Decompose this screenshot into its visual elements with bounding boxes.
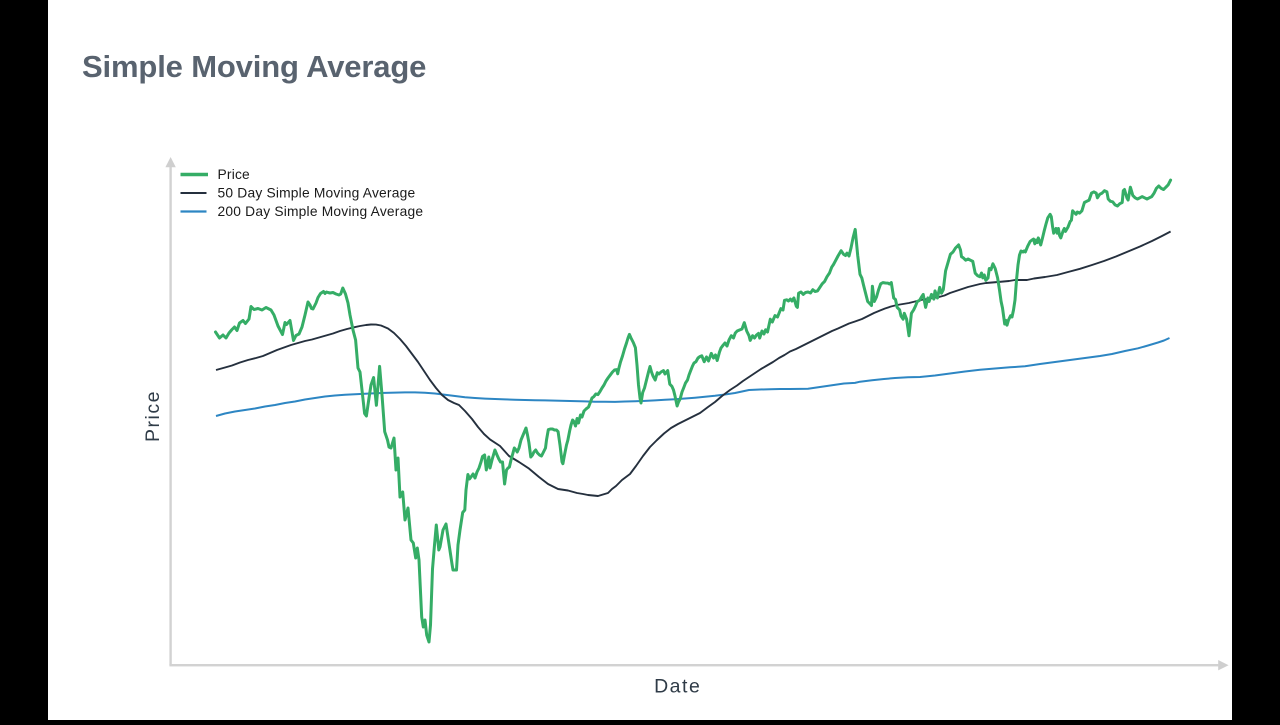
svg-text:Simple Moving Average: Simple Moving Average bbox=[82, 49, 426, 84]
svg-text:200 Day Simple Moving Average: 200 Day Simple Moving Average bbox=[218, 204, 424, 219]
svg-text:Date: Date bbox=[654, 676, 701, 698]
svg-text:Price: Price bbox=[142, 390, 164, 442]
svg-text:Price: Price bbox=[218, 167, 251, 182]
svg-text:50 Day Simple Moving Average: 50 Day Simple Moving Average bbox=[218, 186, 416, 201]
